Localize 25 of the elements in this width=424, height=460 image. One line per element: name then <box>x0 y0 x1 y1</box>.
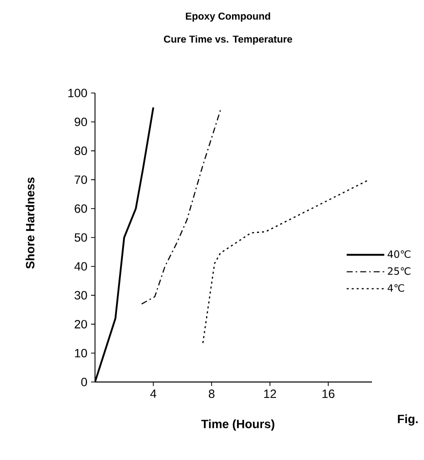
chart-title: Epoxy Compound <box>186 12 270 22</box>
x-tick-label: 16 <box>322 390 334 398</box>
y-tick-label: 90 <box>74 118 87 126</box>
y-axis-title: Shore Hardness <box>26 177 34 269</box>
y-tick-label: 70 <box>74 175 87 184</box>
y-tick-label: 40 <box>74 262 87 271</box>
line-series <box>141 110 221 305</box>
y-tick-label: 30 <box>74 291 87 300</box>
y-tick-label: 80 <box>74 146 87 156</box>
line-series <box>202 179 370 344</box>
legend-label: 25℃ <box>388 267 410 275</box>
text: Fig. <box>398 414 418 426</box>
x-axis-title: Time (Hours) <box>201 419 274 431</box>
x-tick-label: 8 <box>208 390 214 398</box>
y-tick-label: 50 <box>74 233 87 242</box>
y-tick-label: 20 <box>74 320 87 328</box>
y-tick-label: 0 <box>81 378 88 386</box>
legend-label: 40℃ <box>388 250 410 258</box>
y-tick-label: 60 <box>74 204 87 213</box>
legend-label: 4℃ <box>388 284 404 292</box>
y-tick-label: 100 <box>68 88 87 98</box>
x-tick-label: 4 <box>150 390 156 398</box>
y-tick-label: 10 <box>75 348 87 358</box>
x-tick-label: 12 <box>264 390 276 398</box>
chart-subtitle: Cure Time vs. Temperature <box>164 35 292 45</box>
